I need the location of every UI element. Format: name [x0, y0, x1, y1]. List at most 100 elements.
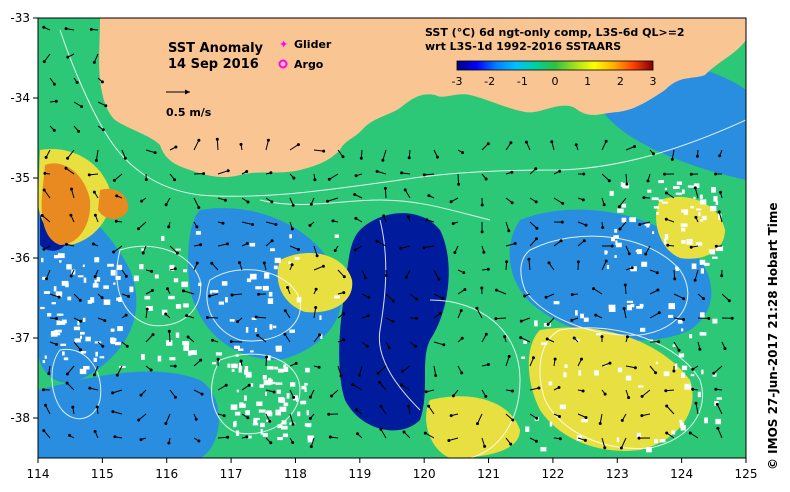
current-arrowhead-icon [331, 219, 335, 223]
missing-data-pixel [251, 317, 257, 320]
current-arrowhead-icon [720, 274, 724, 278]
velocity-scale: 0.5 m/s [166, 89, 212, 119]
current-arrowhead-icon [378, 380, 382, 384]
current-arrow [505, 221, 510, 231]
missing-data-pixel [580, 313, 584, 319]
current-arrowhead-icon [200, 392, 204, 396]
missing-data-pixel [83, 277, 87, 283]
missing-data-pixel [283, 366, 289, 372]
current-arrowhead-icon [52, 128, 56, 132]
missing-data-pixel [110, 328, 115, 332]
current-arrowhead-icon [642, 196, 646, 200]
x-tick-label: 118 [284, 467, 307, 481]
missing-data-pixel [173, 278, 179, 283]
missing-data-pixel [288, 261, 292, 264]
current-arrowhead-icon [52, 82, 56, 86]
current-arrowhead-icon [182, 289, 185, 293]
current-arrowhead-icon [505, 260, 509, 264]
missing-data-pixel [684, 383, 691, 390]
current-arrowhead-icon [379, 405, 383, 408]
current-arrowhead-icon [422, 246, 426, 250]
missing-data-pixel [614, 228, 618, 233]
current-arrow [49, 293, 60, 298]
missing-data-pixel [154, 274, 159, 279]
missing-data-pixel [681, 209, 684, 213]
current-arrowhead-icon [561, 201, 565, 205]
missing-data-pixel [250, 383, 254, 387]
colorbar-title-line2: wrt L3S-1d 1992-2016 SSTAARS [425, 40, 621, 53]
current-arrowhead-icon [691, 387, 695, 391]
current-arrow [193, 139, 200, 151]
current-arrowhead-icon [402, 430, 406, 434]
missing-data-pixel [700, 268, 704, 274]
current-arrowhead-icon [376, 371, 380, 375]
current-arrowhead-icon [557, 386, 561, 389]
missing-data-pixel [681, 365, 688, 371]
current-arrow [601, 173, 610, 182]
current-arrowhead-icon [637, 436, 641, 440]
current-arrowhead-icon [40, 214, 44, 217]
missing-data-pixel [61, 280, 69, 286]
current-arrowhead-icon [633, 366, 637, 370]
current-arrowhead-icon [327, 177, 331, 181]
current-arrowhead-icon [308, 223, 312, 227]
x-tick-label: 125 [735, 467, 758, 481]
current-arrowhead-icon [640, 394, 644, 398]
current-arrowhead-icon [246, 200, 250, 204]
missing-data-pixel [629, 217, 636, 223]
missing-data-pixel [63, 357, 69, 361]
current-arrow [165, 413, 171, 424]
current-arrowhead-icon [414, 316, 418, 320]
missing-data-pixel [74, 338, 81, 343]
current-arrowhead-icon [149, 368, 153, 372]
missing-data-pixel [675, 267, 679, 271]
missing-data-pixel [715, 418, 721, 425]
missing-data-pixel [281, 420, 287, 425]
missing-data-pixel [655, 361, 658, 365]
argo-legend-label: Argo [294, 58, 324, 71]
missing-data-pixel [708, 249, 716, 253]
scale-arrowhead-icon [185, 89, 190, 95]
missing-data-pixel [231, 369, 235, 372]
current-arrow [265, 356, 267, 367]
missing-data-pixel [275, 345, 282, 352]
missing-data-pixel [687, 185, 694, 188]
current-arrowhead-icon [226, 169, 230, 173]
missing-data-pixel [304, 382, 308, 386]
current-arrowhead-icon [266, 138, 270, 142]
missing-data-pixel [689, 334, 693, 339]
missing-data-pixel [56, 313, 64, 316]
missing-data-pixel [646, 447, 652, 453]
current-arrowhead-icon [174, 145, 178, 149]
current-arrow [625, 173, 628, 185]
missing-data-pixel [283, 364, 287, 368]
missing-data-pixel [577, 339, 580, 342]
plot-frame [37, 17, 747, 459]
x-tick-label: 122 [541, 467, 564, 481]
current-arrowhead-icon [137, 227, 140, 231]
current-arrowhead-icon [484, 332, 488, 336]
current-arrowhead-icon [341, 155, 345, 159]
missing-data-pixel [43, 291, 51, 294]
current-arrow [284, 333, 291, 343]
current-arrowhead-icon [600, 335, 604, 339]
missing-data-pixel [244, 366, 249, 370]
current-arrow [666, 405, 675, 415]
current-arrowhead-icon [592, 287, 595, 291]
current-arrowhead-icon [640, 414, 644, 418]
current-arrowhead-icon [65, 372, 69, 376]
missing-data-pixel [254, 327, 257, 333]
current-arrow [382, 149, 387, 161]
current-arrowhead-icon [139, 438, 143, 442]
current-arrowhead-icon [503, 335, 507, 339]
australia-land [99, 18, 746, 178]
missing-data-pixel [699, 194, 703, 199]
current-arrowhead-icon [535, 226, 539, 230]
missing-data-pixel [678, 353, 685, 358]
current-arrowhead-icon [342, 275, 346, 279]
current-arrow [41, 215, 51, 223]
missing-data-pixel [281, 425, 288, 430]
current-arrowhead-icon [167, 329, 171, 333]
current-arrow [217, 436, 228, 439]
missing-data-pixel [253, 419, 258, 424]
